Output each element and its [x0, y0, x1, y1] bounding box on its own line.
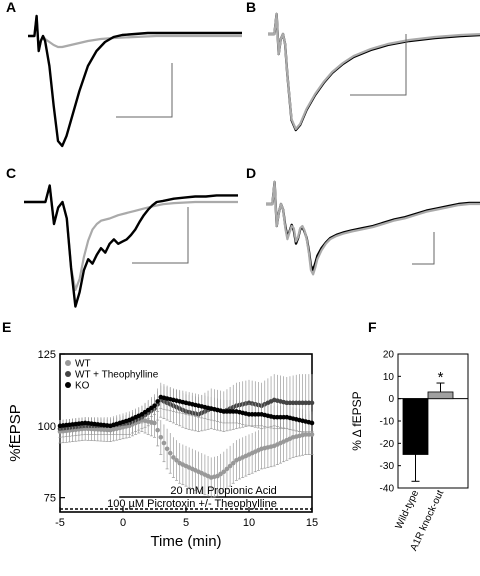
x-tick-label-e: 15	[306, 517, 318, 529]
x-tick-label-e: 0	[120, 517, 126, 529]
y-tick-label-f: -40	[380, 484, 395, 495]
data-point	[249, 412, 255, 417]
data-point	[174, 457, 179, 463]
legend-label: WT + Theophylline	[75, 370, 159, 381]
trace-panel-d	[266, 180, 480, 276]
data-point	[281, 414, 286, 420]
trace-b-gray	[268, 12, 480, 131]
data-point	[164, 446, 170, 452]
y-axis-title-f: % Δ fEPSP	[350, 391, 364, 450]
data-point	[161, 440, 167, 446]
data-point	[297, 400, 302, 406]
trace-c-gray	[24, 184, 238, 292]
data-point	[221, 409, 227, 414]
y-tick-label-e: 125	[38, 349, 56, 361]
data-point	[306, 432, 312, 437]
data-point	[167, 450, 173, 456]
data-point	[256, 412, 261, 417]
data-point	[230, 409, 236, 414]
trace-panel-b	[268, 12, 480, 132]
y-tick-label-e: 100	[38, 421, 56, 433]
trace-panel-c	[24, 184, 238, 308]
scale-bar-a	[116, 63, 173, 118]
trace-d-gray	[266, 180, 480, 276]
y-tick-label-f: -10	[380, 417, 395, 428]
data-point	[227, 409, 233, 414]
data-point	[230, 460, 236, 466]
series-ko	[57, 385, 315, 435]
data-point	[271, 414, 277, 420]
scale-bar-d	[412, 232, 435, 265]
data-point	[303, 400, 309, 406]
data-point	[290, 400, 296, 406]
data-point	[224, 466, 230, 472]
trace-b-black	[268, 12, 480, 132]
legend-label: KO	[75, 381, 90, 392]
y-tick-label-f: -20	[380, 439, 395, 450]
panel-label-b: B	[246, 0, 256, 15]
data-point	[309, 420, 315, 426]
data-point	[278, 414, 283, 420]
trace-c-black	[24, 184, 238, 308]
data-point	[158, 435, 164, 440]
data-point	[227, 463, 233, 469]
scale-bar-b	[350, 34, 407, 96]
y-axis-title-e: %fEPSP	[7, 404, 24, 462]
x-axis-title-e: Time (min)	[150, 533, 221, 550]
data-point	[152, 403, 157, 409]
y-tick-label-f: 20	[383, 350, 395, 361]
data-point	[293, 400, 299, 406]
significance-marker: *	[438, 369, 444, 386]
y-tick-label-e: 75	[44, 493, 56, 505]
legend-label: WT	[75, 359, 91, 370]
panel-label-c: C	[6, 165, 16, 181]
data-point	[284, 400, 290, 406]
trace-panel-a	[28, 14, 242, 148]
bar-wild-type	[402, 398, 429, 455]
panel-label-e: E	[2, 319, 11, 335]
y-tick-label-f: 10	[383, 372, 395, 383]
panel-label-d: D	[246, 165, 256, 181]
data-point	[309, 400, 315, 406]
picrotoxin-annotation: 100 µM Picrotoxin +/- Theophylline	[107, 498, 277, 510]
bar-a1r-knock-out	[427, 391, 454, 400]
legend-marker	[65, 371, 71, 377]
data-point	[155, 427, 160, 433]
panel-label-a: A	[6, 0, 16, 15]
data-point	[287, 400, 293, 406]
category-label-wild-type: Wild-type	[394, 488, 422, 531]
y-tick-label-f: -30	[380, 461, 395, 472]
scale-bar-c	[132, 207, 189, 264]
legend-marker	[65, 382, 71, 388]
propionic-acid-annotation: 20 mM Propionic Acid	[170, 485, 276, 497]
x-tick-label-e: 10	[243, 517, 255, 529]
data-point	[300, 400, 305, 406]
data-point	[224, 409, 230, 414]
data-point	[171, 455, 176, 460]
y-tick-label-f: 0	[388, 394, 394, 405]
data-point	[306, 400, 312, 406]
data-point	[155, 399, 160, 404]
data-point	[221, 469, 227, 475]
trace-a-black	[28, 14, 242, 148]
data-point	[246, 412, 252, 417]
x-tick-label-e: -5	[55, 517, 65, 529]
data-point	[275, 414, 280, 420]
x-tick-label-e: 5	[183, 517, 189, 529]
panel-label-f: F	[368, 319, 377, 335]
data-point	[253, 412, 258, 417]
legend-marker	[65, 360, 71, 366]
